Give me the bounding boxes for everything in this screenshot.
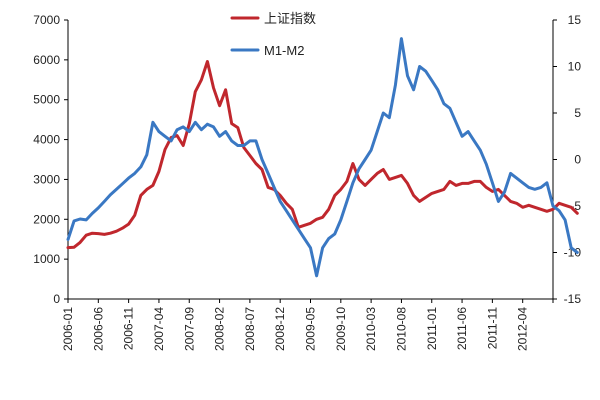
axes-layer: 0 1000 2000 3000 4000 5000 6000 7000 -15 -10 -5 0 5 1… bbox=[33, 13, 581, 351]
y-right-tick-label: 0 bbox=[574, 153, 581, 167]
legend-label: M1-M2 bbox=[264, 43, 304, 58]
y-left-tick-label: 6000 bbox=[33, 53, 60, 67]
legend: 上证指数 M1-M2 bbox=[230, 11, 316, 58]
y-left-tick-label: 3000 bbox=[33, 172, 60, 186]
y-left-tick-label: 2000 bbox=[33, 212, 60, 226]
x-tick-label: 2008-07 bbox=[243, 307, 257, 351]
y-right-tick-label: -15 bbox=[564, 292, 582, 306]
y-right-tick-label: -10 bbox=[564, 246, 582, 260]
x-tick-label: 2009-10 bbox=[334, 307, 348, 351]
x-tick-label: 2010-08 bbox=[394, 307, 408, 351]
series-layer bbox=[66, 37, 579, 278]
x-tick-label: 2008-12 bbox=[273, 307, 287, 351]
x-tick-label: 2006-11 bbox=[122, 307, 136, 350]
legend-label: 上证指数 bbox=[264, 11, 316, 26]
x-tick-label: 2007-04 bbox=[152, 307, 166, 351]
y-right-tick-label: 10 bbox=[568, 60, 582, 74]
y-left-tick-label: 0 bbox=[53, 292, 60, 306]
x-tick-label: 2006-06 bbox=[91, 307, 105, 351]
series-line-m1-m2 bbox=[66, 37, 579, 278]
y-left-tick-label: 4000 bbox=[33, 133, 60, 147]
y-left-tick-label: 5000 bbox=[33, 93, 60, 107]
x-tick-label: 2009-05 bbox=[304, 307, 318, 351]
x-tick-label: 2011-01 bbox=[425, 307, 439, 350]
x-tick-label: 2007-09 bbox=[182, 307, 196, 351]
y-right-tick-label: 15 bbox=[568, 13, 582, 27]
y-right-tick-label: 5 bbox=[574, 106, 581, 120]
x-tick-label: 2012-04 bbox=[516, 307, 530, 351]
series-line-shanghai-index bbox=[66, 60, 579, 250]
y-right-tick-label: -5 bbox=[570, 199, 581, 213]
x-tick-label: 2008-02 bbox=[213, 307, 227, 351]
x-tick-label: 2006-01 bbox=[61, 307, 75, 351]
x-tick-label: 2011-06 bbox=[455, 307, 469, 350]
y-left-tick-label: 1000 bbox=[33, 252, 60, 266]
x-tick-label: 2011-11 bbox=[485, 307, 499, 350]
x-tick-label: 2010-03 bbox=[364, 307, 378, 351]
y-left-tick-label: 7000 bbox=[33, 13, 60, 27]
